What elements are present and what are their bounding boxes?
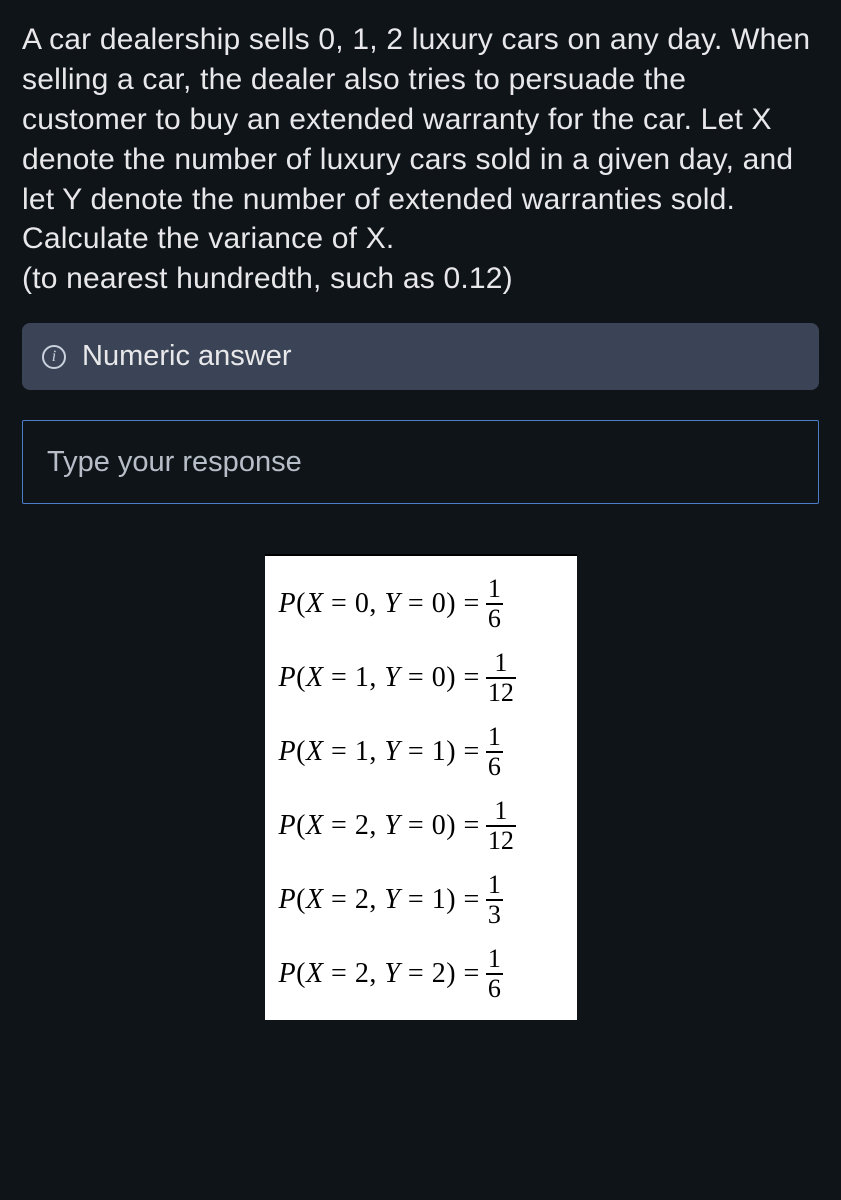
probability-expression: P(X = 0, Y = 0) = (279, 590, 480, 618)
fraction-denominator: 12 (486, 677, 516, 706)
info-icon: i (42, 345, 66, 369)
probability-row: P(X = 0, Y = 0) =16 (279, 576, 563, 632)
probability-table: P(X = 0, Y = 0) =16P(X = 1, Y = 0) =112P… (265, 554, 577, 1020)
fraction: 13 (486, 872, 503, 928)
fraction: 112 (486, 650, 516, 706)
fraction-denominator: 6 (486, 973, 503, 1002)
question-text: A car dealership sells 0, 1, 2 luxury ca… (22, 20, 819, 299)
probability-row: P(X = 2, Y = 2) =16 (279, 946, 563, 1002)
fraction: 112 (486, 798, 516, 854)
question-prompt: Calculate the variance of X. (22, 222, 394, 255)
response-input[interactable]: Type your response (22, 420, 819, 505)
probability-expression: P(X = 1, Y = 1) = (279, 738, 480, 766)
fraction-numerator: 1 (492, 650, 509, 677)
question-hint: (to nearest hundredth, such as 0.12) (22, 262, 513, 295)
fraction-numerator: 1 (486, 946, 503, 973)
probability-expression: P(X = 2, Y = 1) = (279, 886, 480, 914)
fraction-denominator: 6 (486, 751, 503, 780)
probability-expression: P(X = 1, Y = 0) = (279, 664, 480, 692)
fraction-denominator: 3 (486, 899, 503, 928)
fraction-numerator: 1 (492, 798, 509, 825)
fraction: 16 (486, 724, 503, 780)
probability-expression: P(X = 2, Y = 2) = (279, 960, 480, 988)
answer-type-indicator: i Numeric answer (22, 323, 819, 390)
fraction-denominator: 12 (486, 825, 516, 854)
fraction-numerator: 1 (486, 872, 503, 899)
fraction-denominator: 6 (486, 603, 503, 632)
answer-type-label: Numeric answer (82, 337, 292, 376)
question-body: A car dealership sells 0, 1, 2 luxury ca… (22, 23, 810, 216)
probability-row: P(X = 1, Y = 1) =16 (279, 724, 563, 780)
fraction-numerator: 1 (486, 724, 503, 751)
probability-row: P(X = 1, Y = 0) =112 (279, 650, 563, 706)
fraction: 16 (486, 576, 503, 632)
probability-row: P(X = 2, Y = 1) =13 (279, 872, 563, 928)
fraction-numerator: 1 (486, 576, 503, 603)
probability-expression: P(X = 2, Y = 0) = (279, 812, 480, 840)
fraction: 16 (486, 946, 503, 1002)
probability-row: P(X = 2, Y = 0) =112 (279, 798, 563, 854)
